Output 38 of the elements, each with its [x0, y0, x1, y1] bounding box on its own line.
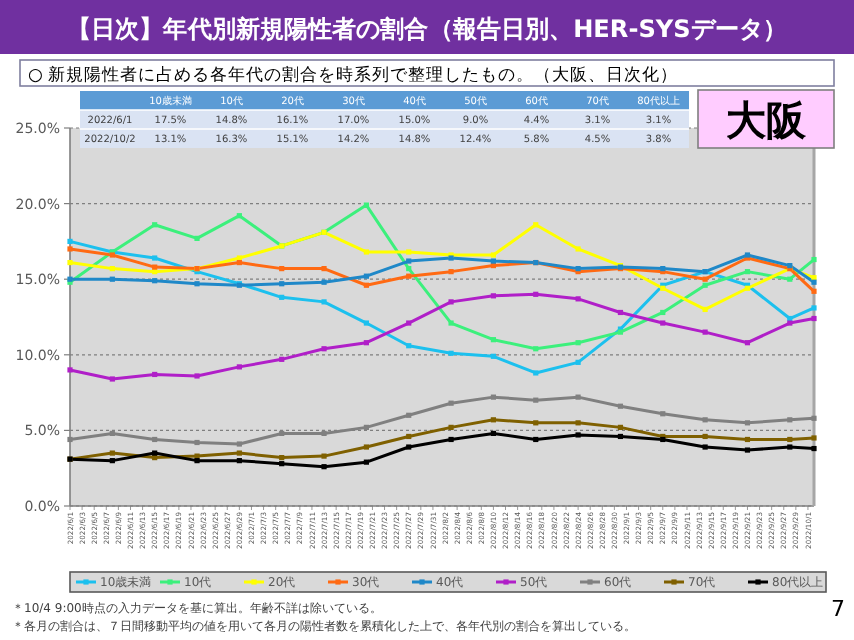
- line-series: [67, 291, 817, 382]
- line-series: [67, 238, 817, 376]
- point: [702, 433, 708, 440]
- point: [744, 447, 751, 453]
- point: [787, 436, 793, 443]
- point: [744, 340, 751, 346]
- point: [811, 445, 817, 452]
- point: [811, 256, 817, 263]
- point: [67, 246, 73, 252]
- point: [744, 420, 751, 426]
- point: [744, 269, 751, 275]
- point: [660, 309, 666, 316]
- line-series: [67, 394, 817, 447]
- point: [617, 424, 624, 430]
- point: [617, 433, 624, 440]
- line-series: [67, 222, 817, 313]
- text: 7: [831, 596, 845, 622]
- point: [406, 433, 412, 440]
- point: [811, 288, 817, 294]
- point: [448, 436, 454, 443]
- point: [702, 306, 708, 313]
- point: [617, 309, 624, 316]
- point: [811, 305, 817, 311]
- chart-subtitle: ○ 新規陽性者に占める各年代の割合を時系列で整理したもの。（大阪、日次化）: [28, 64, 679, 86]
- point: [811, 315, 817, 322]
- line-series: [67, 417, 817, 462]
- line-series: [67, 202, 817, 352]
- point: [67, 259, 73, 266]
- point: [67, 436, 73, 443]
- point: [67, 238, 73, 244]
- point: [811, 435, 817, 441]
- point: [811, 415, 817, 421]
- chart-title: 【日次】年代別新規陽性者の割合（報告日別、HER-SYSデータ）: [67, 15, 787, 43]
- line-series: [67, 430, 817, 470]
- point: [67, 367, 73, 373]
- point: [744, 436, 751, 443]
- point: [152, 436, 158, 443]
- annotation: 大阪: [726, 96, 808, 144]
